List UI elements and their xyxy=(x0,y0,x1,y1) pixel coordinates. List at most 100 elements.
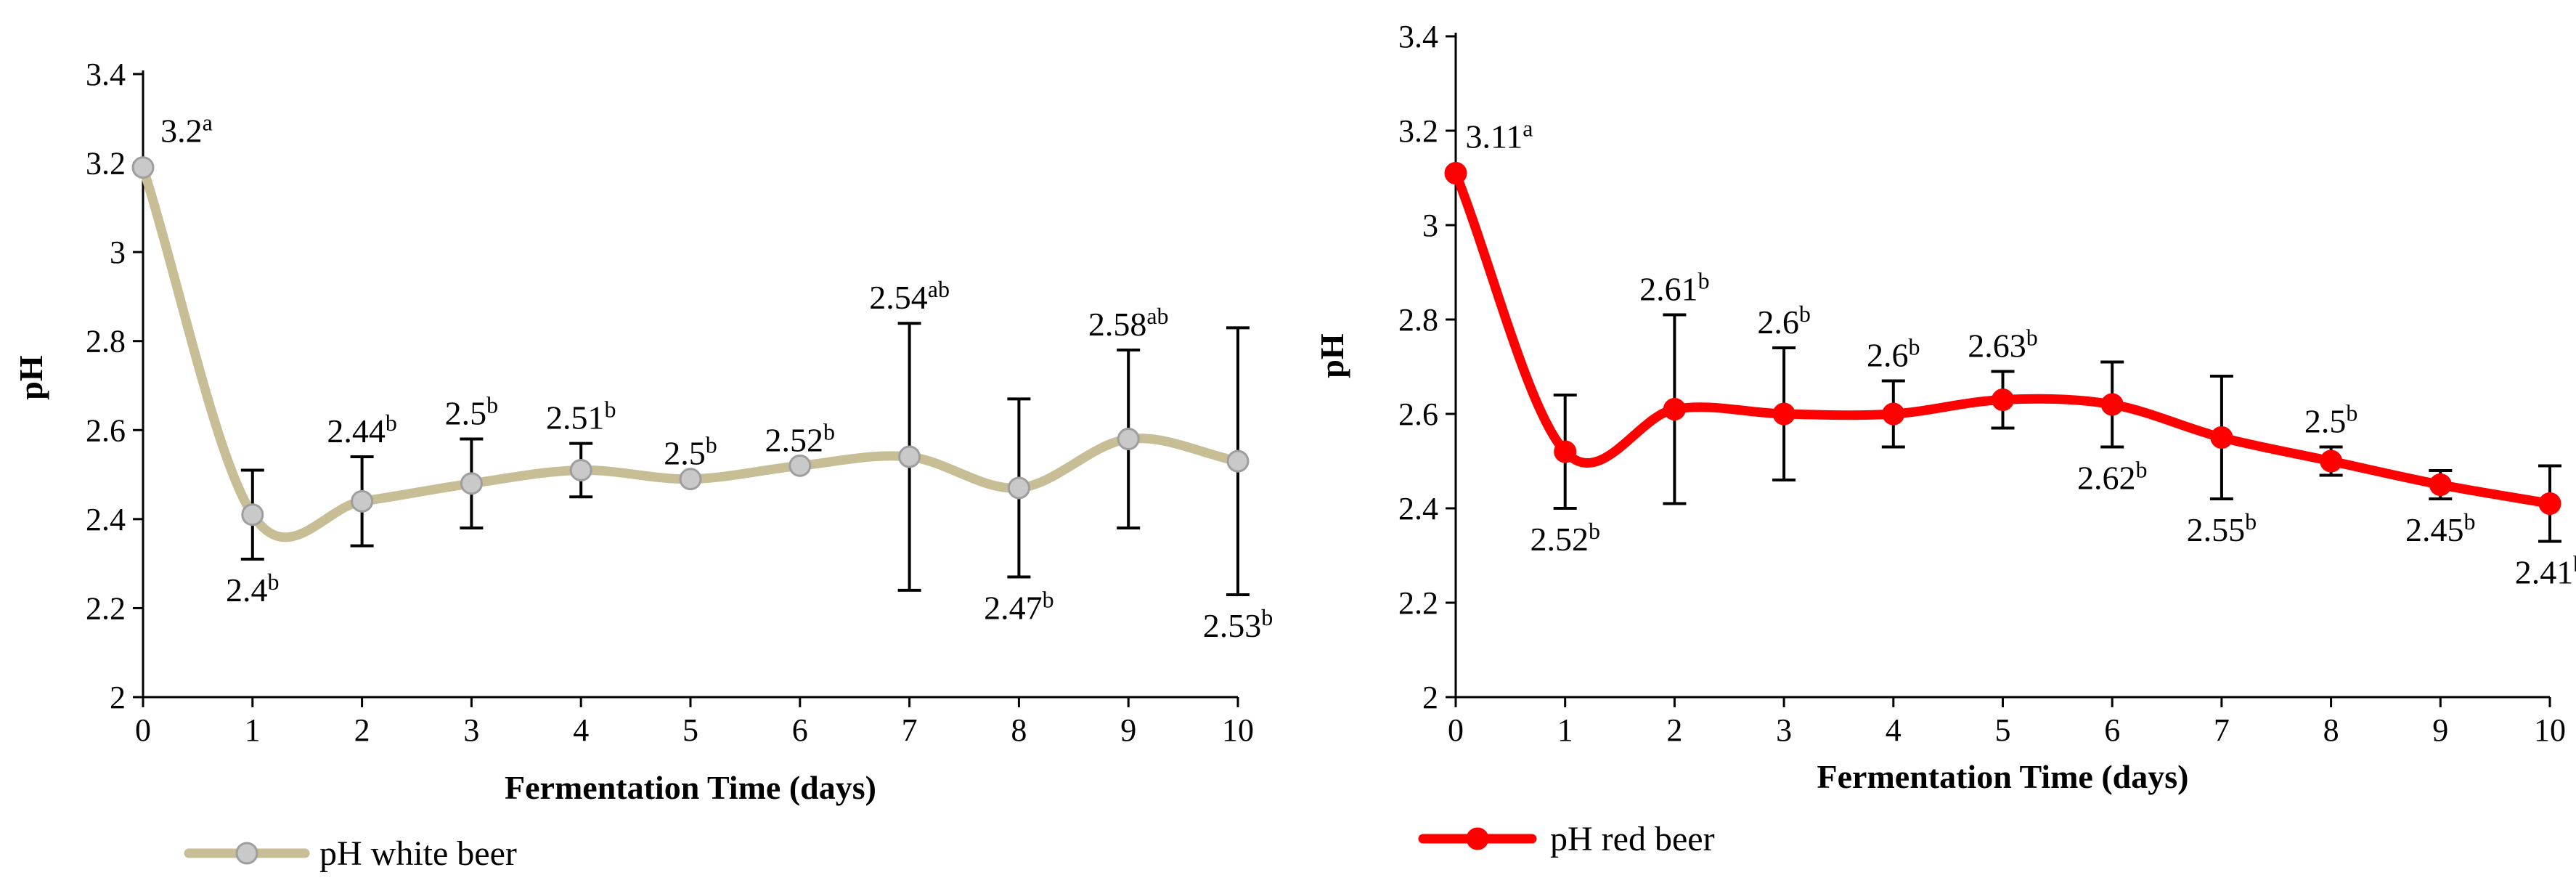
data-label-value: 2.55 xyxy=(2187,511,2246,548)
legend-label: pH white beer xyxy=(319,834,517,873)
data-label: 2.6b xyxy=(1757,301,1811,341)
data-label-value: 2.54 xyxy=(869,279,928,316)
data-label-superscript: b xyxy=(2346,400,2357,426)
data-label: 2.41b xyxy=(2515,551,2576,591)
y-tick-label: 3 xyxy=(110,235,126,270)
data-label: 2.44b xyxy=(327,410,396,449)
legend: pH white beer xyxy=(184,834,517,873)
data-label-value: 2.47 xyxy=(984,590,1043,627)
data-point xyxy=(1882,402,1905,426)
x-tick-label: 7 xyxy=(2214,712,2230,748)
data-label-superscript: b xyxy=(1261,604,1273,630)
data-point xyxy=(679,468,702,491)
data-label: 2.5b xyxy=(664,432,717,472)
y-tick-label: 3.4 xyxy=(86,57,126,92)
x-tick-label: 9 xyxy=(1120,712,1136,748)
data-point xyxy=(569,458,592,481)
y-tick-label: 2 xyxy=(1422,680,1438,715)
data-point xyxy=(898,445,921,468)
x-tick-label: 3 xyxy=(1776,712,1792,748)
data-label-value: 2.5 xyxy=(2304,403,2347,440)
chart-white-beer: 2 2.2 2.4 2.6 2.8 3 3.2 3.4 0 1 2 3 4 5 6 7 8 9 10 Fermenta… xyxy=(12,57,1273,873)
x-tick-label: 4 xyxy=(1886,712,1902,748)
y-tick-label: 2.8 xyxy=(1398,302,1438,338)
data-label-value: 2.45 xyxy=(2405,511,2464,548)
data-label-superscript: ab xyxy=(928,276,950,302)
x-tick-label: 3 xyxy=(463,712,479,748)
y-tick-label: 2.8 xyxy=(86,324,126,359)
y-tick-label: 3.2 xyxy=(86,146,126,182)
y-tick-label: 2.4 xyxy=(86,502,126,537)
legend-marker xyxy=(1466,827,1489,850)
x-tick-label: 7 xyxy=(902,712,918,748)
data-point xyxy=(1772,402,1796,426)
data-label: 2.52b xyxy=(765,418,836,458)
data-point xyxy=(460,472,483,495)
y-tick-label: 2.6 xyxy=(86,412,126,448)
x-tick-label: 2 xyxy=(1666,712,1682,748)
data-point xyxy=(788,454,812,477)
data-point xyxy=(1992,388,2014,411)
x-tick-label: 2 xyxy=(354,712,370,748)
data-point xyxy=(2538,492,2561,515)
data-label-superscript: b xyxy=(2135,457,2147,483)
data-point xyxy=(1007,476,1030,500)
x-tick-label: 6 xyxy=(792,712,808,748)
data-label-value: 2.52 xyxy=(765,421,824,458)
data-label-value: 2.51 xyxy=(546,399,605,436)
data-point xyxy=(1444,162,1467,184)
data-label-value: 2.6 xyxy=(1867,337,1909,374)
data-point xyxy=(2429,473,2452,496)
data-point xyxy=(2210,426,2233,449)
data-label-value: 2.44 xyxy=(327,412,386,449)
data-label-superscript: b xyxy=(268,569,280,595)
series-line xyxy=(138,163,1243,542)
y-tick-label: 3.4 xyxy=(1398,19,1438,54)
data-label-value: 2.52 xyxy=(1530,521,1589,558)
data-label-value: 3.11 xyxy=(1466,118,1523,155)
x-tick-label: 8 xyxy=(2323,712,2339,748)
y-tick-label: 2.4 xyxy=(1398,491,1438,526)
legend-marker xyxy=(235,842,258,865)
legend-label: pH red beer xyxy=(1550,820,1715,858)
data-label: 2.52b xyxy=(1530,518,1600,558)
data-label-value: 2.5 xyxy=(445,395,487,432)
data-label: 2.54ab xyxy=(869,276,950,316)
data-label: 2.51b xyxy=(546,396,616,436)
data-point xyxy=(241,503,264,526)
data-label: 2.6b xyxy=(1867,334,1920,374)
data-label-superscript: b xyxy=(706,432,717,458)
data-label-value: 2.62 xyxy=(2077,460,2136,497)
data-label-value: 2.6 xyxy=(1757,304,1799,341)
data-label-superscript: b xyxy=(2245,508,2257,534)
data-label-value: 2.61 xyxy=(1639,271,1698,308)
x-tick-label: 5 xyxy=(1995,712,2011,748)
x-tick-label: 9 xyxy=(2432,712,2448,748)
data-label-superscript: b xyxy=(2464,508,2476,534)
data-label-superscript: b xyxy=(1698,268,1710,294)
data-label-superscript: ab xyxy=(1146,303,1168,329)
data-label: 3.11a xyxy=(1466,115,1533,155)
data-label-superscript: a xyxy=(203,110,213,136)
x-tick-label: 10 xyxy=(1222,712,1254,748)
y-tick-label: 2.2 xyxy=(86,590,126,626)
series-line xyxy=(1451,168,2555,508)
data-label-superscript: b xyxy=(1043,587,1054,613)
data-point xyxy=(131,156,155,179)
x-axis-title: Fermentation Time (days) xyxy=(1817,758,2189,795)
data-point xyxy=(2320,449,2343,473)
data-label-superscript: b xyxy=(1799,301,1811,327)
y-tick-label: 3.2 xyxy=(1398,113,1438,149)
data-label-superscript: b xyxy=(486,392,498,418)
data-label-superscript: b xyxy=(386,410,397,436)
x-tick-label: 1 xyxy=(1557,712,1573,748)
data-label-superscript: b xyxy=(1589,518,1600,544)
y-tick-label: 3 xyxy=(1422,208,1438,243)
data-label-value: 2.53 xyxy=(1203,607,1262,644)
data-label-value: 2.4 xyxy=(226,571,268,609)
x-tick-label: 10 xyxy=(2534,712,2566,748)
data-label-superscript: b xyxy=(1909,334,1920,360)
data-label-value: 2.41 xyxy=(2515,554,2574,591)
chart-red-beer: 2 2.2 2.4 2.6 2.8 3 3.2 3.4 0 1 2 3 4 5 6 7 8 9 10 Fermenta… xyxy=(1313,19,2576,858)
